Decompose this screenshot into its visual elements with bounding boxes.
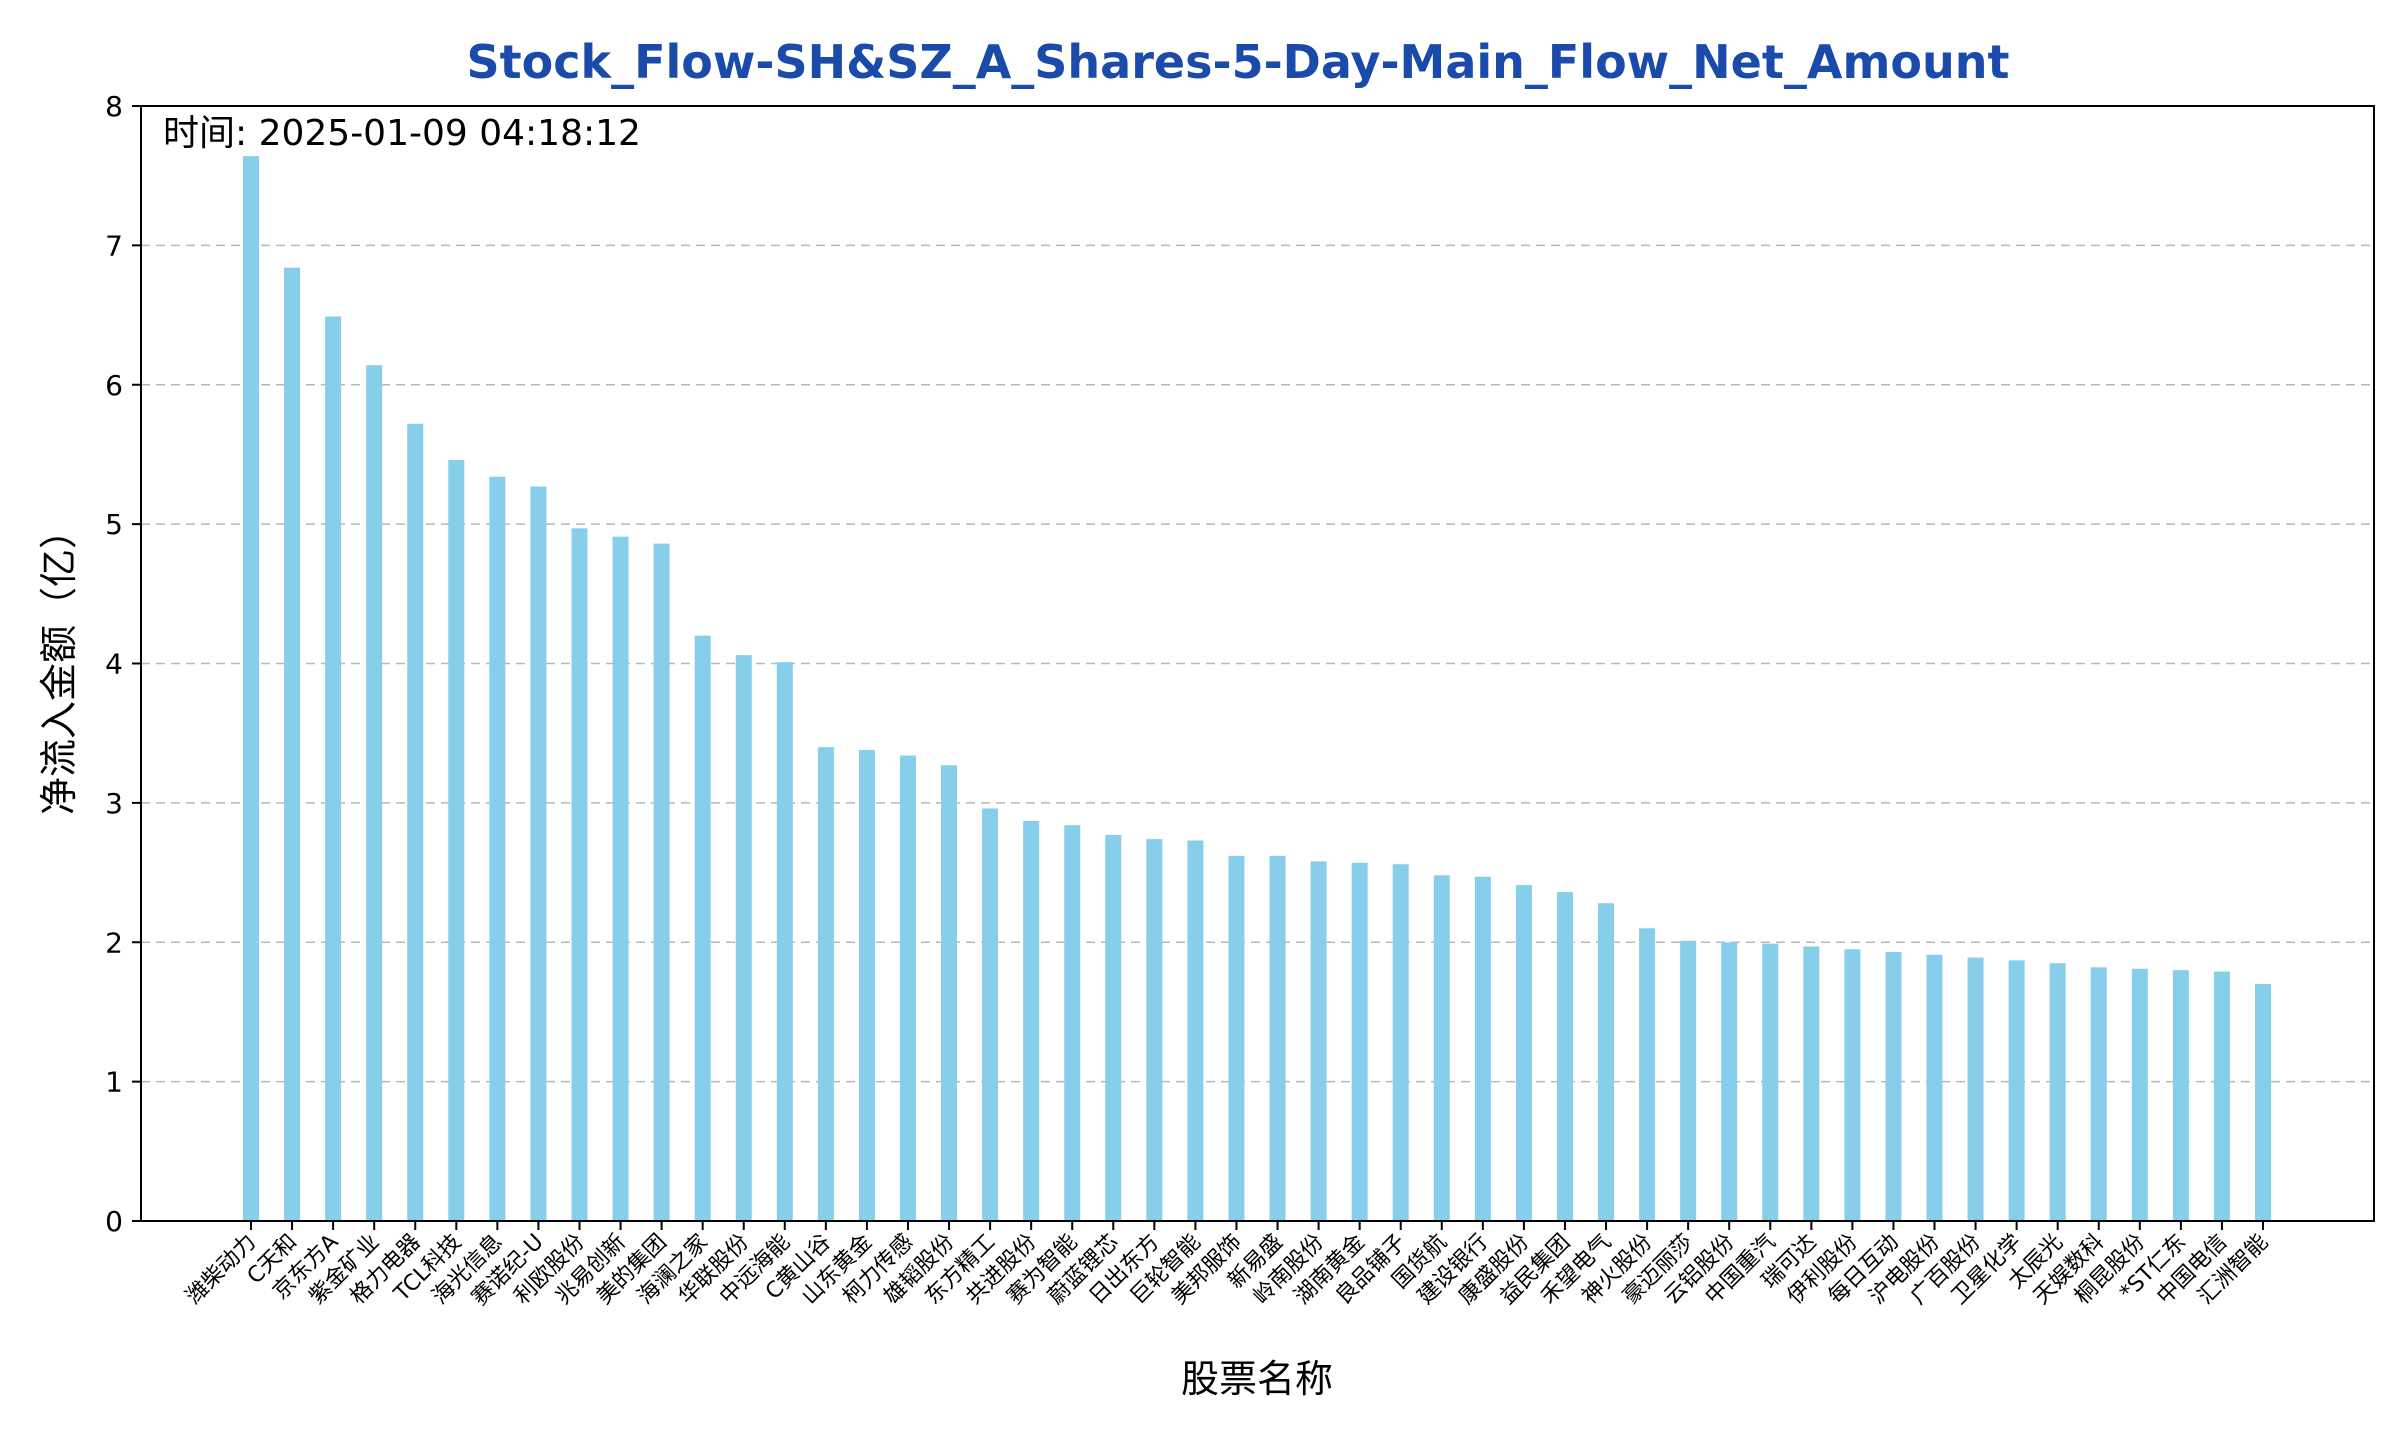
bar-37 (1721, 942, 1738, 1221)
bar-39 (1803, 946, 1820, 1221)
bar-36 (1680, 940, 1697, 1221)
y-tick-label: 4 (105, 648, 123, 681)
bar-5 (407, 423, 424, 1221)
bar-50 (2255, 984, 2271, 1221)
bar-24 (1187, 840, 1204, 1221)
bar-17 (899, 755, 916, 1221)
bar-2 (284, 267, 301, 1221)
chart-title: Stock_Flow-SH&SZ_A_Shares-5-Day-Main_Flo… (467, 35, 2010, 89)
bar-4 (366, 365, 383, 1221)
y-tick-label: 6 (105, 369, 123, 402)
bar-47 (2131, 968, 2148, 1221)
timestamp-label: 时间: 2025-01-09 04:18:12 (163, 113, 641, 154)
bar-32 (1515, 885, 1532, 1221)
bar-21 (1064, 825, 1081, 1221)
bar-20 (1023, 820, 1040, 1221)
bar-3 (325, 316, 342, 1221)
bar-34 (1598, 903, 1615, 1221)
bar-38 (1762, 943, 1779, 1221)
x-axis-label: 股票名称 (1181, 1357, 1333, 1401)
bar-43 (1967, 957, 1984, 1221)
bar-11 (653, 543, 670, 1221)
bar-25 (1228, 855, 1245, 1221)
bar-29 (1392, 864, 1409, 1221)
y-tick-label: 1 (105, 1066, 123, 1099)
bar-7 (489, 476, 506, 1221)
x-axis-ticks: 潍柴动力C天和京东方A紫金矿业格力电器TCL科技海光信息赛诺纪-U利欧股份兆易创… (181, 1221, 2273, 1311)
y-tick-label: 8 (105, 90, 123, 123)
bar-41 (1885, 952, 1902, 1221)
bar-9 (571, 528, 588, 1221)
bar-15 (817, 747, 834, 1221)
bar-35 (1639, 928, 1656, 1221)
bar-8 (530, 486, 547, 1221)
bar-10 (612, 536, 629, 1221)
bar-12 (694, 635, 711, 1221)
bar-44 (2008, 960, 2025, 1221)
bar-14 (776, 662, 793, 1221)
bar-27 (1310, 861, 1327, 1221)
bar-46 (2090, 967, 2107, 1221)
y-tick-label: 3 (105, 787, 123, 820)
y-tick-label: 7 (105, 229, 123, 262)
bar-28 (1351, 862, 1368, 1221)
bars (243, 156, 2271, 1221)
y-tick-label: 2 (105, 926, 123, 959)
bar-13 (735, 655, 752, 1221)
gridlines (141, 105, 2374, 1083)
y-tick-label: 0 (105, 1205, 123, 1238)
bar-16 (858, 749, 875, 1221)
bar-42 (1926, 954, 1943, 1221)
bar-1 (243, 156, 259, 1221)
bar-49 (2213, 971, 2230, 1221)
bar-40 (1844, 949, 1861, 1221)
bar-22 (1105, 834, 1122, 1221)
bar-19 (982, 808, 999, 1221)
bar-45 (2049, 963, 2066, 1221)
y-axis-ticks: 0 1 2 3 4 5 6 7 8 (105, 90, 141, 1238)
bar-31 (1474, 876, 1491, 1221)
y-tick-label: 5 (105, 508, 123, 541)
bar-30 (1433, 875, 1450, 1221)
bar-48 (2172, 970, 2189, 1221)
bar-26 (1269, 855, 1286, 1221)
bar-33 (1556, 892, 1573, 1221)
bar-18 (941, 765, 958, 1221)
bar-23 (1146, 839, 1163, 1221)
y-axis-label: 净流入金额（亿） (37, 511, 81, 815)
bar-6 (448, 460, 465, 1221)
